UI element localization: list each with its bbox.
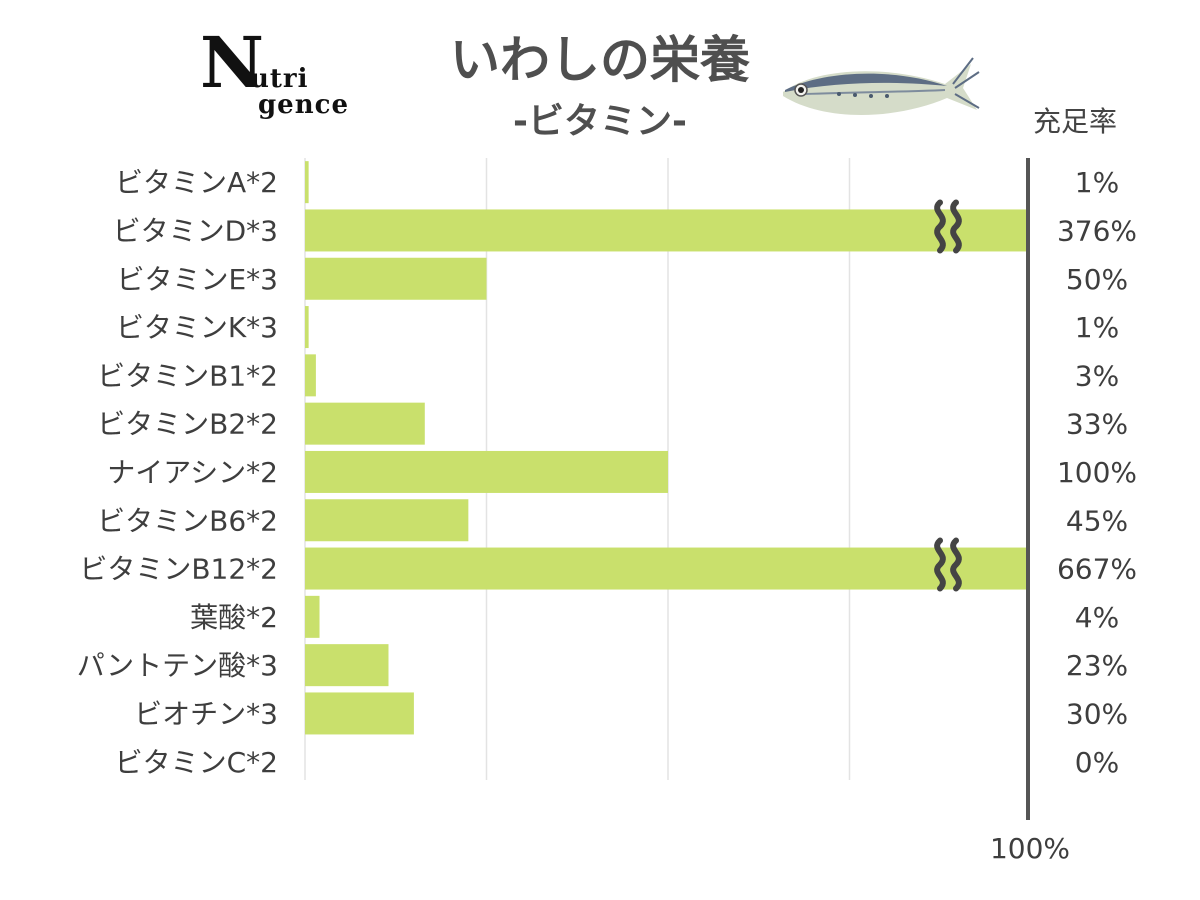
category-label: パントテン酸*3 [77,649,278,682]
value-label: 30% [1066,697,1128,730]
category-label: ビタミンB2*2 [97,408,278,441]
value-label: 4% [1075,601,1119,634]
bar [305,354,316,397]
value-label: 1% [1075,166,1119,199]
bar [305,161,309,204]
sufficiency-rate-header: 充足率 [1032,105,1117,138]
category-label: 葉酸*2 [190,601,278,634]
value-label: 376% [1057,214,1137,247]
bar [305,499,469,542]
value-label: 100% [1057,456,1137,489]
chart-title: いわしの栄養 [450,31,750,89]
bar [305,306,309,349]
category-label: ビタミンD*3 [113,214,278,247]
value-label: 23% [1066,649,1128,682]
sardine-icon [783,57,980,115]
category-label: ナイアシン*2 [107,456,278,489]
category-label: ビタミンC*2 [115,746,278,779]
logo-letter: N [200,21,264,104]
logo-line1: utri [250,64,309,94]
bar [305,692,414,735]
category-label: ビタミンE*3 [116,263,278,296]
bar [305,209,1028,252]
category-label: ビタミンA*2 [115,166,278,199]
logo-line2: gence [258,90,349,120]
value-label: 3% [1075,359,1119,392]
reference-line-label: 100% [990,832,1070,865]
bar [305,547,1028,590]
value-label: 33% [1066,408,1128,441]
category-label: ビタミンK*3 [116,311,278,344]
bar [305,595,320,638]
value-label: 667% [1057,553,1137,586]
category-label: ビタミンB6*2 [97,504,278,537]
chart-subtitle: -ビタミン- [513,101,687,142]
bar [305,450,668,493]
axis-break-icon [934,199,962,254]
nutrigence-logo: N utri gence [200,21,370,140]
value-label: 50% [1066,263,1128,296]
category-label: ビオチン*3 [134,697,278,730]
bar [305,402,425,445]
category-label: ビタミンB12*2 [79,553,278,586]
axis-break-icon [934,537,962,592]
value-label: 45% [1066,504,1128,537]
value-label: 1% [1075,311,1119,344]
value-label: 0% [1075,746,1119,779]
bar [305,257,487,300]
bar [305,644,389,687]
category-label: ビタミンB1*2 [97,359,278,392]
